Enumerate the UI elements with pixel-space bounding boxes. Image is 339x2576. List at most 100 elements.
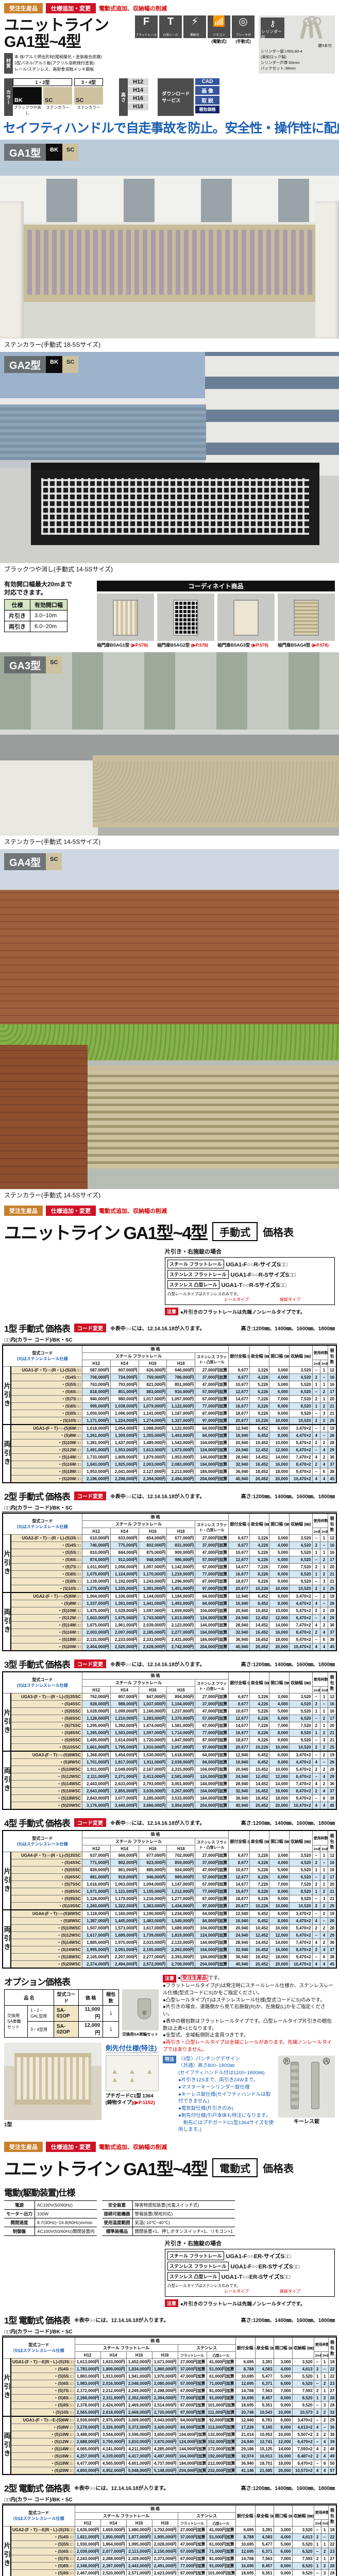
table-row: ・(S)20W□□ 4,850,000円 4,952,000円 5,048,000円 5… xyxy=(3,2467,337,2475)
geo-cell: 4 xyxy=(313,2445,321,2453)
price-cell: 1,975,000円 xyxy=(110,1939,139,1946)
price-cell: 894,000円 xyxy=(166,1693,196,1701)
geo-cell: 92,000円加算 xyxy=(206,2416,236,2425)
price-table-height-note: 高さ:1200㎜、1400㎜、1600㎜、1800㎜ xyxy=(241,2318,335,2324)
coordinate-products: コーディネイト商品 袖門扉BSAG1型 (▶P.578) 袖門扉BSAG2型 (… xyxy=(97,581,335,648)
coordinate-page-link[interactable]: (▶P.578) xyxy=(251,642,268,648)
price-cell: 2,049,000円 xyxy=(110,1766,139,1773)
geo-cell: 7,226 xyxy=(249,1722,270,1730)
coordinate-page-link[interactable]: (▶P.578) xyxy=(130,642,148,648)
geo-cell: 4 xyxy=(319,1475,329,1483)
price-cell: 1,275,000円 xyxy=(81,1585,111,1593)
price-cell: 2,443,000円 xyxy=(81,1780,111,1788)
page-title: ユニットライン GA1型~4型 xyxy=(4,17,109,50)
price-cell: 1,016,000円 xyxy=(81,1880,111,1888)
table-row: ・(S)10WSC 1,507,000円 1,573,000円 1,617,000円 1… xyxy=(3,1924,337,1932)
group-katabiki: 片引き xyxy=(2,1534,12,1593)
geo-cell: 2 xyxy=(319,1729,329,1737)
height-item: H16 xyxy=(128,95,149,102)
geo-cell: 6,470×2 xyxy=(289,1446,313,1454)
coordinate-item: 袖門扉BSAG3型 (▶P.578) xyxy=(217,594,275,648)
geo-cell: 28 xyxy=(328,2562,337,2570)
price-cell: 2,033,000円 xyxy=(138,1939,167,1946)
materials-lines: 本 体/アルミ押出形材(陽極酸化・塗装複合皮膜) 3型パネル/アルミ板(アクリル溶… xyxy=(13,53,104,74)
model-code-cell: ・(S)6S□□ xyxy=(10,2548,75,2556)
coordinate-item: 袖門扉BSAG1型 (▶P.578) xyxy=(97,594,154,648)
geo-cell: 7,520 xyxy=(289,1722,313,1730)
price-cell: 1,850,000円 xyxy=(100,2533,127,2541)
model-code-cell: UGA2-(F・T)○○(R・L)-(S)3S□□ xyxy=(10,1534,82,1542)
table-row: ・(S)9SSC 1,495,000円 1,614,000円 1,720,000円 1,… xyxy=(3,1736,337,1744)
color-code-note: □□内(カラー コード)/BK・SC xyxy=(2,2327,337,2336)
geo-cell: 27,000円加算 xyxy=(195,1852,229,1859)
geo-cell: 6,000 xyxy=(269,1424,290,1432)
geo-cell: 10,000 xyxy=(269,1902,290,1910)
geo-cell: 12,940 xyxy=(228,1751,250,1759)
price-cell: 861,000円 xyxy=(110,1866,139,1874)
price-cell: 1,834,000円 xyxy=(126,2365,152,2374)
cylinder-lock-panel: ⚷ シリンダー錠 鍵3本付 シリンダー錠:U9SL80-4 (美和ロック製) シリン… xyxy=(259,15,335,74)
spec-row: モーター出力 100W xyxy=(4,2209,97,2219)
geo-cell: 9,351 xyxy=(255,2569,274,2576)
geo-cell: 67,000円加算 xyxy=(195,1880,229,1888)
price-cell: 1,274,000円 xyxy=(138,1417,167,1425)
price-cell: 1,451,000円 xyxy=(166,1585,196,1593)
geo-cell: 172,000円加算 xyxy=(206,2445,236,2453)
price-cell: 2,113,000円 xyxy=(126,2548,152,2556)
geo-cell: 71,000円加算 xyxy=(206,2380,236,2388)
geo-cell: 10,573×2 xyxy=(292,2467,314,2475)
geo-cell: 4,000 xyxy=(269,1541,290,1549)
geo-cell: 14,000 xyxy=(269,1453,290,1461)
model-code-cell: ・(S)10W□□ xyxy=(10,1439,82,1447)
price-cell: 4,285,000円 xyxy=(151,2445,178,2453)
download-item[interactable]: 梱包価格 xyxy=(195,106,219,113)
kensaki-page-link[interactable]: (▶P.1152) xyxy=(133,2099,155,2106)
geo-cell: 6,470×2 xyxy=(289,1931,313,1939)
geo-cell: 1 xyxy=(320,2540,329,2549)
geo-cell: 7,593×2 xyxy=(292,2445,314,2453)
geo-cell: 8,520 xyxy=(289,1570,313,1578)
geo-cell: 14,000 xyxy=(269,1939,290,1946)
price-cell: 1,391,000円 xyxy=(138,1585,167,1593)
price-cell: 1,475,000円 xyxy=(81,1607,111,1615)
table-row: ・(S)14WSC 1,885,000円 1,975,000円 2,033,000円 2… xyxy=(3,1939,337,1946)
geo-cell: 40,940 xyxy=(228,1643,250,1651)
geo-cell: 36 xyxy=(328,1939,337,1946)
price-cell: 2,150,000円 xyxy=(151,2548,178,2556)
geo-cell: 20 xyxy=(328,1563,337,1571)
price-cell: 626,000円 xyxy=(138,1366,167,1374)
geo-cell: 10,677 xyxy=(228,1866,250,1874)
geo-cell: 28,940 xyxy=(228,1780,250,1788)
price-cell: 1,843,000円 xyxy=(81,1461,111,1468)
price-cell: 3,285,000円 xyxy=(138,1794,167,1802)
download-item[interactable]: CAD xyxy=(195,78,219,85)
price-cell: 786,000円 xyxy=(166,1374,196,1381)
coordinate-page-link[interactable]: (▶P.578) xyxy=(191,642,208,648)
geo-cell: – xyxy=(313,2548,321,2556)
geo-cell: 3,226 xyxy=(249,1852,270,1859)
geo-cell: 3,470×2 xyxy=(289,1909,313,1918)
price-cell: 1,702,000円 xyxy=(151,2526,178,2534)
download-item[interactable]: 取 説 xyxy=(195,96,219,105)
geo-cell: 84,000円加算 xyxy=(195,1917,229,1925)
price-cell: 654,000円 xyxy=(138,1534,167,1542)
price-table-title: 2型 電動式 価格表 xyxy=(4,2484,71,2494)
table-row: ・(S)14W□□ 4,065,000円 4,141,000円 4,211,000円 4… xyxy=(3,2445,337,2453)
geo-cell: 5,470×2 xyxy=(289,1924,313,1932)
color-swatch-SC: SC ステンカラー xyxy=(43,87,72,116)
geo-cell: 6,452 xyxy=(249,1909,270,1918)
coordinate-page-link[interactable]: (▶P.578) xyxy=(311,642,329,648)
price-cell: 1,327,000円 xyxy=(166,1417,196,1425)
geo-cell: 50 xyxy=(328,2460,337,2468)
table-row: ・(S)8WSC 1,701,000円 1,817,000円 1,911,000円 2,… xyxy=(3,1758,337,1766)
geo-cell: 8,000 xyxy=(273,2424,293,2432)
model-code-cell: ・(S)10W□□ xyxy=(10,1607,82,1615)
price-cell: 821,000円 xyxy=(138,1381,167,1388)
price-cell: 1,160,000円 xyxy=(138,1707,167,1715)
geo-cell: 5,000 xyxy=(269,1381,290,1388)
price-table-block: 1型 電動式 価格表 ※表中○○には、12.14.16.18が入ります。 高さ:… xyxy=(0,2311,339,2479)
download-item[interactable]: 画 像 xyxy=(195,86,219,95)
price-cell: 1,671,000円 xyxy=(151,2358,178,2366)
geo-cell: 7,563 xyxy=(255,2387,274,2395)
geo-cell: 4 xyxy=(312,1643,320,1651)
